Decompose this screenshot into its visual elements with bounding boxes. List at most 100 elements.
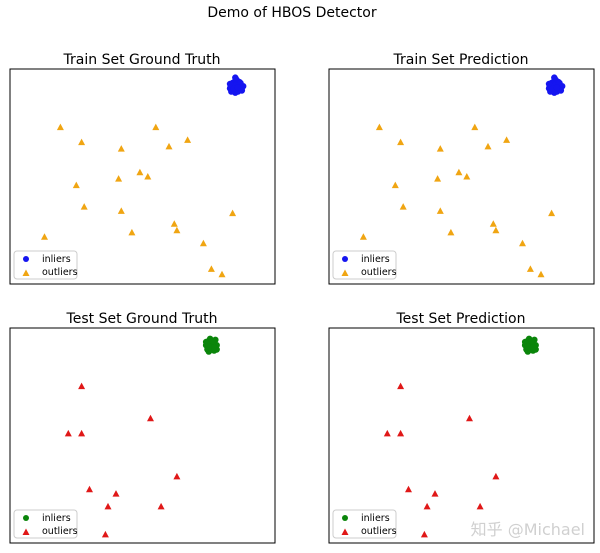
- legend-inliers-label: inliers: [42, 254, 71, 265]
- outlier-point: [484, 142, 492, 150]
- outlier-point: [431, 490, 439, 497]
- panel-test-prediction: Test Set Prediction inliers outliers: [328, 311, 595, 544]
- legend-outliers-label: outliers: [361, 526, 397, 537]
- outlier-point: [519, 239, 526, 247]
- inlier-point: [551, 74, 558, 81]
- outlier-point: [112, 490, 120, 497]
- outlier-point: [436, 207, 444, 214]
- data-points: [359, 74, 566, 278]
- outlier-point: [434, 175, 442, 182]
- outlier-point: [229, 209, 237, 217]
- outlier-point: [184, 136, 192, 143]
- outlier-point: [207, 265, 215, 272]
- legend-box: [13, 250, 78, 280]
- outlier-point: [117, 145, 125, 152]
- outlier-point: [397, 382, 405, 390]
- outlier-point: [157, 502, 165, 510]
- outlier-point: [104, 502, 112, 510]
- legend-inliers-label: inliers: [361, 513, 390, 524]
- inlier-point: [524, 343, 531, 350]
- panel-train-ground-truth: Train Set Ground Truth inliers outliers: [9, 52, 276, 285]
- data-points: [64, 335, 220, 538]
- panel-title: Test Set Ground Truth: [66, 311, 218, 327]
- outlier-point: [455, 168, 463, 176]
- plot-area: [9, 68, 276, 285]
- outlier-point: [492, 226, 500, 234]
- inlier-point: [210, 344, 218, 351]
- outlier-point: [489, 220, 497, 227]
- plot-area: [328, 327, 595, 544]
- inlier-point: [529, 344, 537, 351]
- outlier-point: [56, 123, 64, 131]
- legend: inliers outliers: [332, 250, 397, 280]
- outlier-point: [152, 123, 160, 131]
- legend-inliers-label: inliers: [42, 513, 71, 524]
- legend-inlier-marker: [23, 515, 29, 521]
- plot-area: [328, 68, 595, 285]
- outlier-point: [423, 502, 431, 510]
- data-points: [41, 74, 247, 278]
- outlier-point: [359, 233, 367, 240]
- outlier-point: [537, 270, 545, 278]
- inlier-point: [545, 80, 553, 88]
- data-points: [383, 335, 539, 538]
- outlier-point: [170, 220, 178, 227]
- legend: inliers outliers: [332, 509, 397, 539]
- outlier-point: [72, 181, 80, 189]
- outlier-point: [173, 472, 181, 480]
- outlier-point: [165, 142, 173, 150]
- inlier-point: [209, 337, 216, 345]
- legend-inlier-marker: [23, 256, 29, 262]
- outlier-point: [397, 138, 405, 146]
- legend-box: [332, 250, 397, 280]
- panel-title: Test Set Prediction: [395, 311, 525, 327]
- watermark: 知乎 @Michael: [471, 520, 585, 539]
- outlier-point: [420, 530, 428, 538]
- outlier-point: [548, 209, 556, 217]
- inlier-point: [234, 84, 242, 91]
- legend-outlier-marker: [22, 528, 30, 535]
- outlier-point: [199, 239, 207, 247]
- outlier-point: [436, 145, 444, 152]
- inlier-point: [226, 80, 234, 88]
- outlier-point: [405, 485, 412, 493]
- legend-outlier-marker: [341, 528, 349, 535]
- inlier-point: [528, 337, 535, 345]
- outlier-point: [466, 414, 473, 422]
- panel-title: Train Set Ground Truth: [63, 52, 221, 68]
- outlier-point: [86, 485, 93, 493]
- legend-box: [13, 509, 78, 539]
- outlier-point: [78, 429, 86, 437]
- panel-train-prediction: Train Set Prediction inliers outliers: [328, 52, 595, 285]
- outlier-point: [117, 207, 125, 214]
- outlier-point: [78, 382, 86, 390]
- outlier-point: [64, 429, 72, 437]
- inlier-point: [205, 343, 212, 350]
- outlier-point: [447, 228, 455, 236]
- outlier-point: [115, 175, 123, 182]
- outlier-point: [375, 123, 383, 131]
- outlier-point: [383, 429, 391, 437]
- inlier-point: [553, 84, 561, 91]
- outlier-point: [144, 173, 152, 180]
- legend: inliers outliers: [13, 509, 78, 539]
- outlier-point: [503, 136, 511, 143]
- figure-suptitle: Demo of HBOS Detector: [207, 5, 376, 21]
- legend-outliers-label: outliers: [361, 267, 397, 278]
- legend-outlier-marker: [22, 269, 30, 276]
- outlier-point: [391, 181, 399, 189]
- outlier-point: [41, 233, 48, 240]
- legend: inliers outliers: [13, 250, 78, 280]
- outlier-point: [80, 203, 88, 210]
- outlier-point: [492, 472, 500, 480]
- outlier-point: [173, 226, 181, 234]
- outlier-point: [471, 123, 479, 131]
- legend-inlier-marker: [342, 256, 348, 262]
- legend-box: [332, 509, 397, 539]
- outlier-point: [128, 228, 136, 236]
- panel-test-ground-truth: Test Set Ground Truth inliers outliers: [9, 311, 276, 544]
- legend-inlier-marker: [342, 515, 348, 521]
- inlier-point: [232, 74, 239, 81]
- outlier-point: [147, 414, 154, 422]
